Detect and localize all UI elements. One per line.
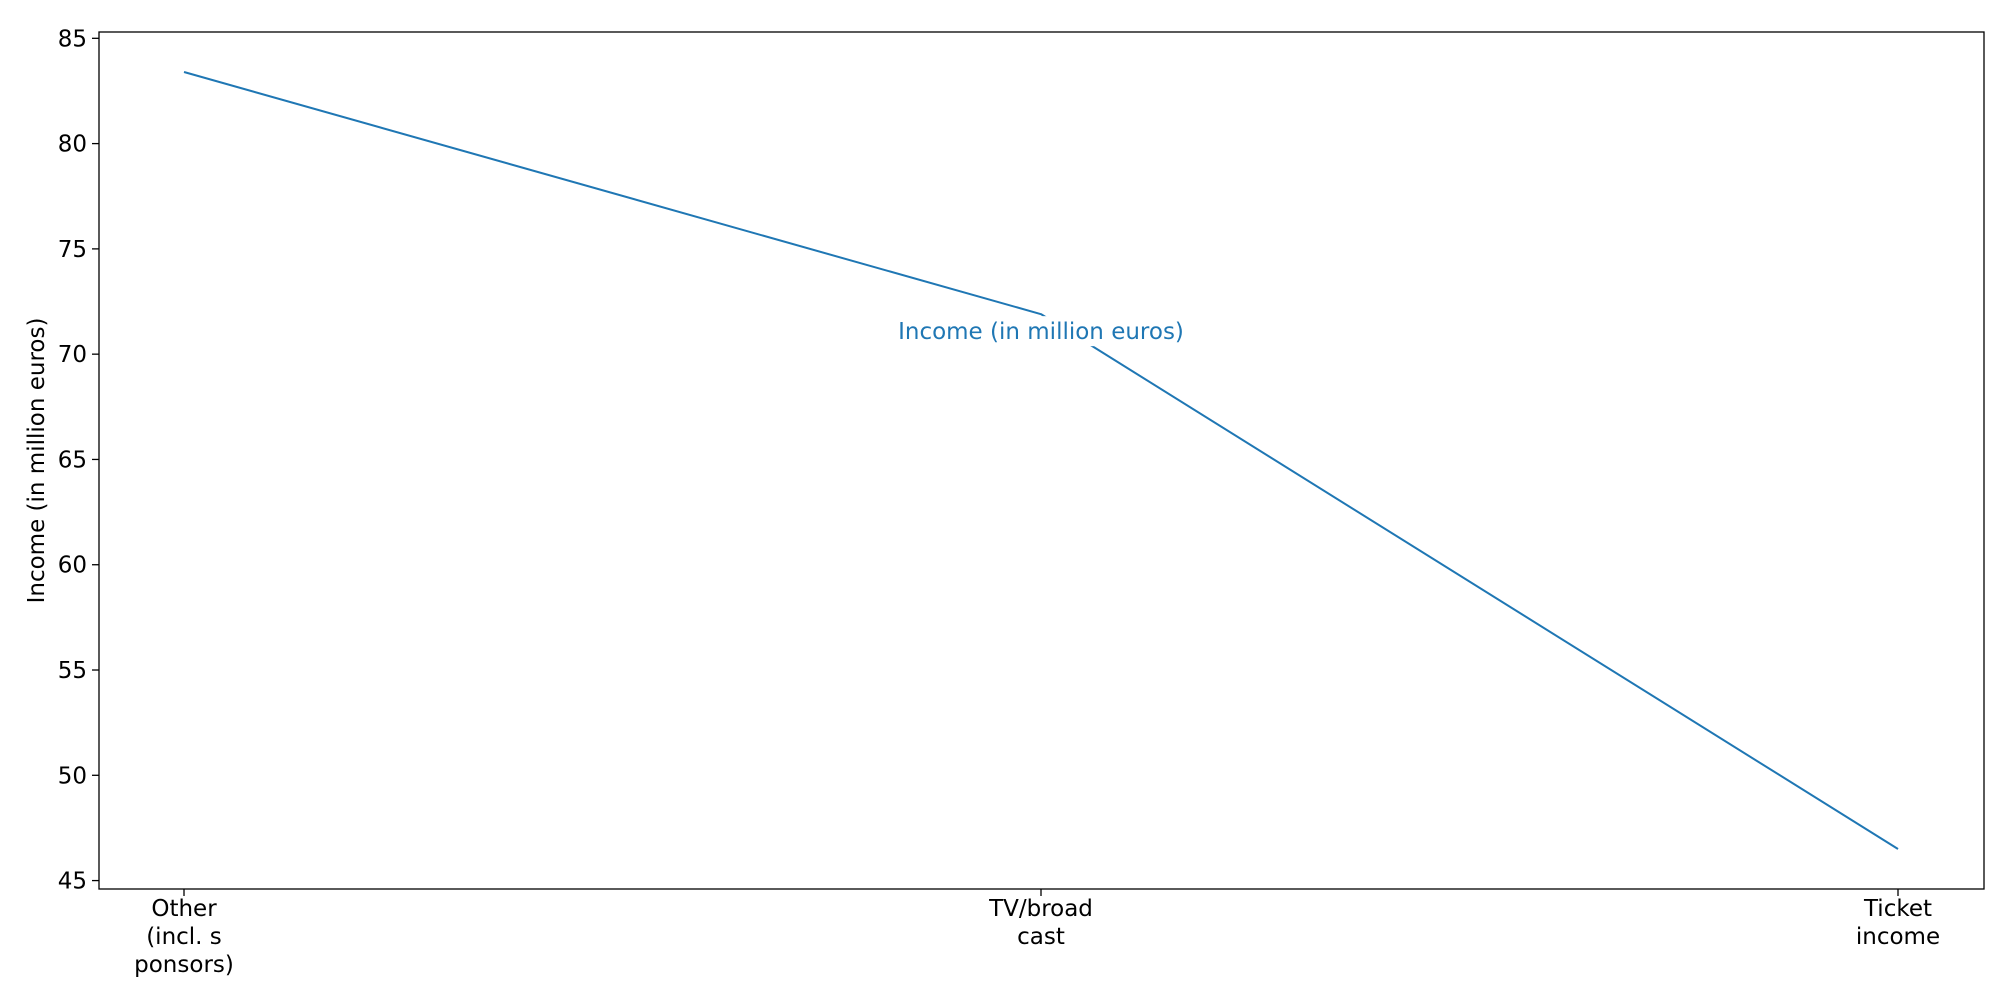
y-tick-label: 85 — [58, 26, 87, 52]
x-axis-ticks: Other (incl. s ponsors) TV/broad cast Ticket i… — [134, 889, 1940, 978]
y-tick-label: 70 — [58, 342, 87, 368]
x-tick-label: Other (incl. s ponsors) — [134, 896, 234, 978]
x-tick-label: TV/broad cast — [988, 896, 1093, 950]
y-axis-label: Income (in million euros) — [24, 318, 50, 604]
series-line — [183, 71, 1899, 850]
y-axis-ticks: 45 50 55 60 65 70 75 80 85 — [58, 26, 99, 895]
series-layer: Income (in million euros) — [183, 71, 1899, 850]
series-name-label: Income (in million euros) — [898, 319, 1184, 345]
y-tick-label: 80 — [58, 132, 87, 158]
y-tick-label: 75 — [58, 237, 87, 263]
plot-area-frame — [98, 31, 1985, 890]
y-tick-label: 45 — [58, 869, 87, 895]
y-tick-label: 55 — [58, 658, 87, 684]
y-tick-label: 60 — [58, 553, 87, 579]
y-tick-label: 50 — [58, 763, 87, 789]
x-tick-label: Ticket income — [1856, 896, 1940, 950]
series-label-background — [885, 316, 1197, 347]
y-tick-label: 65 — [58, 447, 87, 473]
